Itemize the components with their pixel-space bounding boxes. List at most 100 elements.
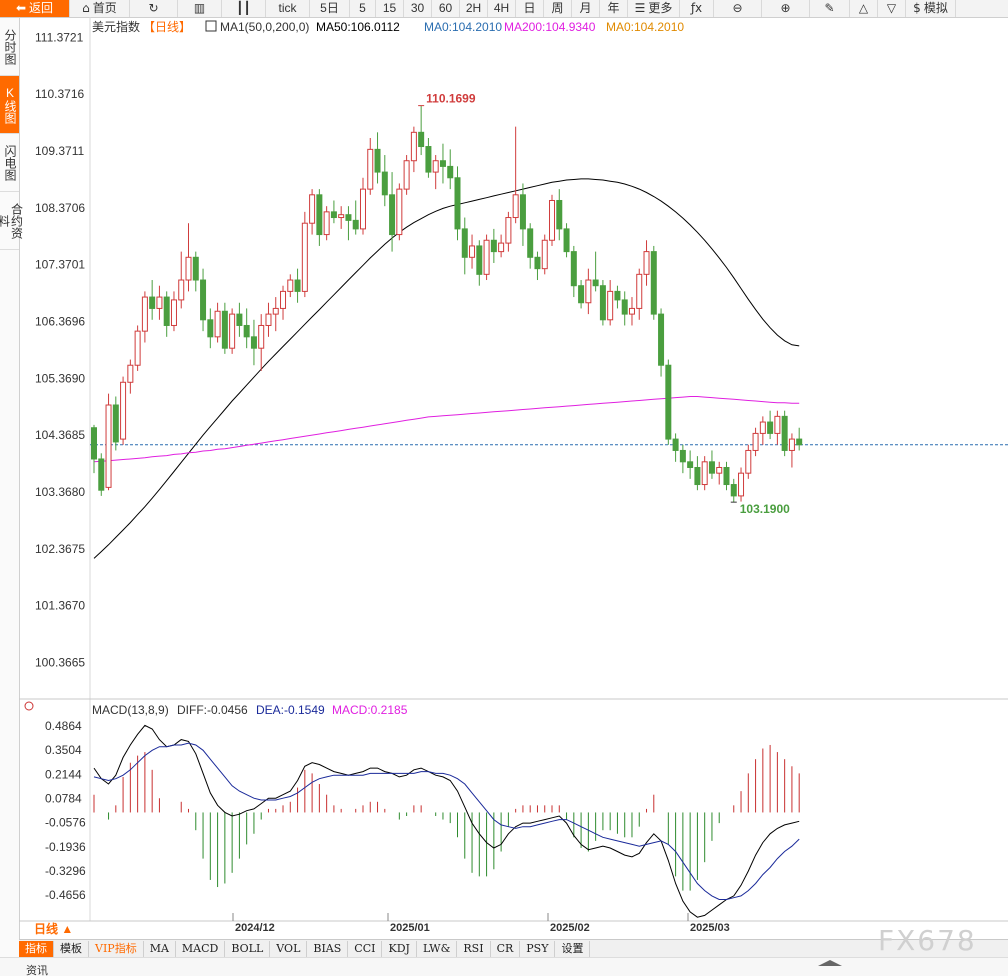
candle-body [694,466,701,486]
legend-ma0-b: MA0:104.2010 [606,20,684,34]
candle-body [280,290,287,309]
toolbar-item-13[interactable]: 日 [516,0,544,17]
indicator-tab-5[interactable]: BOLL [225,940,271,957]
toolbar-item-0[interactable]: ⬅ 返回 [0,0,70,17]
toolbar-item-16[interactable]: 年 [600,0,628,17]
toolbar-item-12[interactable]: 4H [488,0,516,17]
home-icon: ⌂ [82,1,90,15]
indicator-tab-14[interactable]: 设置 [555,940,591,957]
period-selector[interactable]: 日线 ▲ [34,922,74,936]
candle-body [301,222,308,292]
toolbar-item-5[interactable]: tick [266,0,310,17]
candle-body [345,214,352,221]
candle-body [519,194,526,230]
macd-tick-label: 0.0784 [45,792,82,806]
candle-body [120,381,127,440]
side-tab-2[interactable]: 闪电图 [0,134,19,192]
toolbar-label: 日 [523,1,536,15]
candle-body [607,290,614,321]
toolbar-item-4[interactable]: ┃┃ [222,0,266,17]
price-tick-label: 101.3670 [35,599,85,613]
toolbar-item-10[interactable]: 60 [432,0,460,17]
toolbar-item-24[interactable]: $ 模拟 [906,0,956,17]
refresh-icon: ↻ [148,1,159,15]
toolbar-item-1[interactable]: ⌂ 首页 [70,0,130,17]
macd-legend-name: MACD(13,8,9) [92,703,169,717]
time-axis-label: 2024/12 [235,922,275,934]
bar-chart-icon: ▥ [193,1,206,15]
macd-legend-value: MACD:0.2185 [332,703,408,717]
price-tick-label: 105.3690 [35,371,85,385]
candle-body [316,194,323,236]
indicator-tab-4[interactable]: MACD [176,940,226,957]
toolbar-item-3[interactable]: ▥ [178,0,222,17]
candle-body [788,438,795,451]
back-arrow-icon: ⬅ [15,1,27,15]
indicator-tab-0[interactable]: 指标 [19,940,54,957]
toolbar-item-18[interactable]: ƒx [680,0,714,17]
candle-body [621,299,628,315]
time-axis-label: 2025/01 [390,922,430,934]
toolbar-item-22[interactable]: △ [850,0,878,17]
candle-body [512,194,519,219]
candle-body [563,228,570,253]
indicator-tab-10[interactable]: LW& [417,940,458,957]
price-tick-label: 108.3706 [35,201,85,215]
candle-body [432,160,439,173]
candle-body [185,256,192,281]
collapse-arrow-icon[interactable] [818,960,842,966]
toolbar-item-15[interactable]: 月 [572,0,600,17]
side-tab-3[interactable]: 合约资料 [0,192,24,250]
indicator-tab-6[interactable]: VOL [270,940,308,957]
candle-body [396,188,403,236]
side-tab-0[interactable]: 分时图 [0,18,19,76]
candle-body [243,324,250,338]
indicator-tab-8[interactable]: CCI [348,940,383,957]
macd-tick-label: -0.0576 [45,816,86,830]
toolbar-label: 30 [410,1,425,15]
candle-body [91,427,97,460]
candle-body [98,458,105,491]
toolbar-item-7[interactable]: 5 [350,0,376,17]
triangle-down-icon: ▽ [886,1,897,15]
price-tick-label: 103.3680 [35,485,85,499]
toolbar-item-17[interactable]: ☰ 更多 [628,0,680,17]
candle-body [767,421,774,434]
toolbar-item-14[interactable]: 周 [544,0,572,17]
indicator-tab-7[interactable]: BIAS [307,940,349,957]
toolbar-item-23[interactable]: ▽ [878,0,906,17]
indicator-tab-13[interactable]: PSY [520,940,556,957]
candle-body [359,188,366,230]
indicator-tab-2[interactable]: VIP指标 [89,940,144,957]
candle-body [505,217,512,244]
candle-body [759,421,766,434]
candle-body [309,194,316,224]
indicator-tab-12[interactable]: CR [491,940,521,957]
candle-body [665,364,672,440]
candle-body [738,472,745,497]
candle-body [439,160,446,167]
side-tab-1[interactable]: K线图 [0,76,19,134]
indicator-tab-11[interactable]: RSI [457,940,491,957]
candle-body [556,199,563,230]
candle-body [236,313,243,326]
toolbar-item-8[interactable]: 15 [376,0,404,17]
indicator-tab-9[interactable]: KDJ [382,940,417,957]
toolbar-item-20[interactable]: ⊕ [762,0,810,17]
toolbar-item-6[interactable]: 5日 [310,0,350,17]
toolbar-item-2[interactable]: ↻ [130,0,178,17]
price-chart[interactable]: 111.3721 110.3716 109.3711 108.3706 107.3701… [19,17,1008,938]
price-tick-label: 111.3721 [35,30,84,44]
toolbar-item-19[interactable]: ⊖ [714,0,762,17]
toolbar-label: 5 [359,1,366,15]
indicator-tab-3[interactable]: MA [144,940,176,957]
toolbar-item-11[interactable]: 2H [460,0,488,17]
news-label[interactable]: 资讯 [26,965,48,977]
toolbar-item-21[interactable]: ✎ [810,0,850,17]
toolbar-item-9[interactable]: 30 [404,0,432,17]
candle-body [716,466,723,474]
candle-body [330,211,337,219]
candle-body [498,242,505,253]
indicator-tab-1[interactable]: 模板 [54,940,89,957]
time-axis-label: 2025/03 [690,922,730,934]
